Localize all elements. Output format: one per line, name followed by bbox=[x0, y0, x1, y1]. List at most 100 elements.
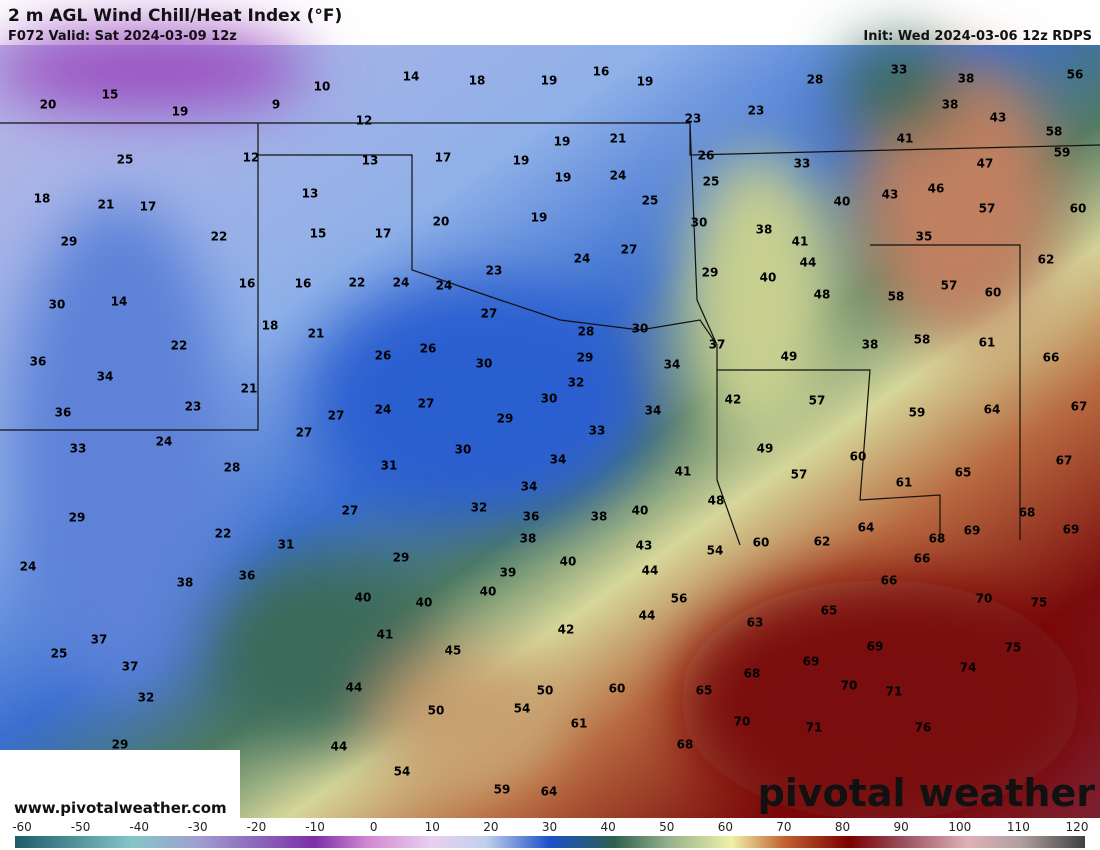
value-label: 24 bbox=[574, 252, 591, 266]
value-label: 60 bbox=[985, 286, 1002, 300]
value-label: 40 bbox=[560, 555, 577, 569]
value-label: 61 bbox=[979, 336, 996, 350]
value-label: 19 bbox=[541, 74, 558, 88]
colorbar-tick-label: -30 bbox=[188, 820, 208, 834]
value-label: 28 bbox=[807, 73, 824, 87]
colorbar-tick-label: 120 bbox=[1066, 820, 1089, 834]
value-label: 16 bbox=[239, 277, 256, 291]
value-label: 29 bbox=[577, 351, 594, 365]
value-label: 70 bbox=[841, 679, 858, 693]
colorbar-tick-label: 110 bbox=[1007, 820, 1030, 834]
value-label: 28 bbox=[578, 325, 595, 339]
value-label: 56 bbox=[1067, 68, 1084, 82]
value-label: 59 bbox=[909, 406, 926, 420]
value-label: 22 bbox=[211, 230, 228, 244]
value-label: 40 bbox=[760, 271, 777, 285]
value-label: 69 bbox=[964, 524, 981, 538]
value-label: 22 bbox=[215, 527, 232, 541]
value-label: 69 bbox=[1063, 523, 1080, 537]
value-label: 59 bbox=[1054, 146, 1071, 160]
colorbar-tick-label: -20 bbox=[247, 820, 267, 834]
value-label: 30 bbox=[455, 443, 472, 457]
value-label: 24 bbox=[610, 169, 627, 183]
init-time: Init: Wed 2024-03-06 12z RDPS bbox=[863, 29, 1092, 44]
value-label: 43 bbox=[882, 188, 899, 202]
value-label: 41 bbox=[675, 465, 692, 479]
value-label: 19 bbox=[513, 154, 530, 168]
value-label: 70 bbox=[734, 715, 751, 729]
value-label: 58 bbox=[914, 333, 931, 347]
value-label: 66 bbox=[914, 552, 931, 566]
value-label: 34 bbox=[97, 370, 114, 384]
map-field bbox=[0, 30, 1100, 820]
value-label: 27 bbox=[481, 307, 498, 321]
value-label: 69 bbox=[803, 655, 820, 669]
value-label: 24 bbox=[393, 276, 410, 290]
value-label: 44 bbox=[639, 609, 656, 623]
value-label: 37 bbox=[122, 660, 139, 674]
value-label: 25 bbox=[117, 153, 134, 167]
colorbar-tick-label: 20 bbox=[483, 820, 498, 834]
value-label: 33 bbox=[70, 442, 87, 456]
value-label: 47 bbox=[977, 157, 994, 171]
title: 2 m AGL Wind Chill/Heat Index (°F) bbox=[8, 6, 342, 26]
value-label: 68 bbox=[929, 532, 946, 546]
value-label: 33 bbox=[794, 157, 811, 171]
value-label: 64 bbox=[984, 403, 1001, 417]
value-label: 41 bbox=[377, 628, 394, 642]
website: www.pivotalweather.com bbox=[14, 799, 227, 817]
colorbar-tick-label: 50 bbox=[659, 820, 674, 834]
value-label: 44 bbox=[331, 740, 348, 754]
value-label: 38 bbox=[520, 532, 537, 546]
value-label: 34 bbox=[645, 404, 662, 418]
value-label: 15 bbox=[310, 227, 327, 241]
value-label: 38 bbox=[591, 510, 608, 524]
value-label: 67 bbox=[1071, 400, 1088, 414]
colorbar-tick-label: 0 bbox=[370, 820, 378, 834]
value-label: 17 bbox=[140, 200, 157, 214]
value-label: 71 bbox=[886, 685, 903, 699]
value-label: 40 bbox=[632, 504, 649, 518]
value-label: 66 bbox=[1043, 351, 1060, 365]
value-label: 75 bbox=[1005, 641, 1022, 655]
value-label: 27 bbox=[418, 397, 435, 411]
value-label: 38 bbox=[942, 98, 959, 112]
value-label: 48 bbox=[708, 494, 725, 508]
value-label: 14 bbox=[403, 70, 420, 84]
brand-logo: pivotal weather bbox=[758, 771, 1096, 815]
colorbar-tick-label: -50 bbox=[71, 820, 91, 834]
value-label: 39 bbox=[500, 566, 517, 580]
value-label: 64 bbox=[858, 521, 875, 535]
value-label: 13 bbox=[302, 187, 319, 201]
value-label: 54 bbox=[514, 702, 531, 716]
value-label: 62 bbox=[814, 535, 831, 549]
value-label: 30 bbox=[49, 298, 66, 312]
value-label: 44 bbox=[642, 564, 659, 578]
value-label: 9 bbox=[272, 98, 280, 112]
value-label: 43 bbox=[990, 111, 1007, 125]
value-label: 43 bbox=[636, 539, 653, 553]
value-label: 30 bbox=[632, 322, 649, 336]
value-label: 62 bbox=[1038, 253, 1055, 267]
value-label: 36 bbox=[239, 569, 256, 583]
value-label: 65 bbox=[821, 604, 838, 618]
value-label: 38 bbox=[862, 338, 879, 352]
value-label: 29 bbox=[61, 235, 78, 249]
colorbar-tick-label: 70 bbox=[776, 820, 791, 834]
value-label: 25 bbox=[642, 194, 659, 208]
value-label: 29 bbox=[69, 511, 86, 525]
value-label: 60 bbox=[753, 536, 770, 550]
value-label: 49 bbox=[781, 350, 798, 364]
value-label: 31 bbox=[381, 459, 398, 473]
value-label: 30 bbox=[541, 392, 558, 406]
value-label: 68 bbox=[744, 667, 761, 681]
value-label: 58 bbox=[1046, 125, 1063, 139]
value-label: 32 bbox=[568, 376, 585, 390]
value-label: 68 bbox=[677, 738, 694, 752]
value-label: 66 bbox=[881, 574, 898, 588]
value-label: 42 bbox=[725, 393, 742, 407]
value-label: 27 bbox=[621, 243, 638, 257]
colorbar-tick-label: 100 bbox=[948, 820, 971, 834]
value-label: 14 bbox=[111, 295, 128, 309]
